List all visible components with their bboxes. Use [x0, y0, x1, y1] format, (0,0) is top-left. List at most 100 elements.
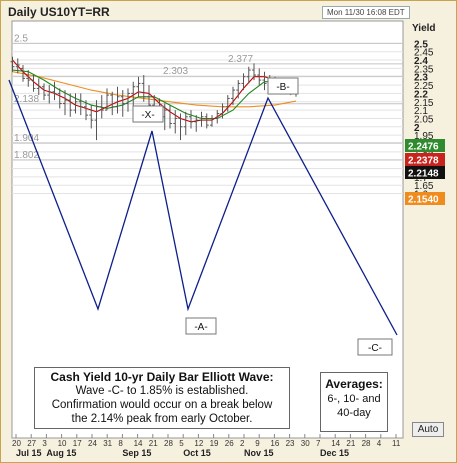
x-tick-label: 12	[194, 439, 203, 448]
x-tick-label: 14	[134, 439, 143, 448]
ohlc-bar	[178, 113, 183, 141]
y-tick-label: 1.95	[414, 131, 434, 142]
ohlc-bar	[110, 91, 115, 116]
price-tag	[405, 139, 445, 152]
x-tick-label: 8	[118, 439, 123, 448]
ohlc-bar	[63, 90, 67, 116]
x-tick-label: 23	[286, 439, 295, 448]
ohlc-bar	[21, 65, 25, 82]
x-month-label: Nov 15	[244, 448, 274, 458]
y-tick-label: 2.35	[414, 64, 434, 75]
x-tick-label: 7	[316, 439, 321, 448]
ohlc-bar	[168, 105, 172, 129]
x-month-label: Aug 15	[46, 448, 76, 458]
ohlc-bar	[236, 80, 241, 99]
price-tag-label: 2.1540	[408, 195, 439, 206]
ohlc-bar	[189, 110, 193, 129]
y-tick-label: 2.45	[414, 48, 434, 59]
y-axis-label: Yield	[412, 23, 436, 34]
y-tick-label: 2.25	[414, 81, 434, 92]
timestamp-label: Mon 11/30 16:08 EDT	[322, 6, 410, 19]
x-month-label: Jul 15	[16, 448, 42, 458]
price-tag-label: 2.2378	[408, 156, 439, 167]
commentary-heading: Cash Yield 10-yr Daily Bar Elliott Wave:	[50, 370, 274, 384]
ohlc-bar	[115, 86, 120, 114]
x-tick-label: 3	[42, 439, 47, 448]
ohlc-bar	[52, 81, 57, 101]
elliott-wave-path	[8, 79, 398, 336]
averages-line-1: 6-, 10- and	[327, 393, 381, 405]
y-tick-label: 2.15	[414, 98, 434, 109]
price-tag	[405, 153, 445, 166]
x-month-label: Oct 15	[183, 448, 211, 458]
commentary-line-2: Confirmation would occur on a break belo…	[51, 399, 273, 411]
ohlc-bar	[120, 90, 125, 117]
wave-label: -C-	[368, 343, 382, 354]
ohlc-bar	[194, 115, 199, 132]
wave-label-box	[357, 338, 393, 356]
wave-label: -B-	[276, 82, 289, 93]
averages-line-2: 40-day	[337, 407, 371, 419]
y-tick-label: 2.05	[414, 114, 434, 125]
x-tick-label: 4	[377, 439, 382, 448]
reference-level-label: 1.802	[14, 150, 39, 161]
ohlc-bar	[89, 105, 94, 129]
ohlc-bar	[252, 63, 256, 81]
x-tick-label: 5	[179, 439, 184, 448]
ohlc-bar	[105, 88, 109, 111]
ohlc-bar	[210, 115, 214, 127]
auto-scale-button[interactable]: Auto	[412, 422, 444, 437]
x-tick-label: 20	[12, 439, 21, 448]
x-tick-label: 26	[225, 439, 234, 448]
ohlc-bar	[73, 93, 78, 114]
y-tick-label: 1.65	[414, 181, 434, 192]
x-tick-label: 19	[210, 439, 219, 448]
x-tick-label: 17	[73, 439, 82, 448]
commentary-box: Cash Yield 10-yr Daily Bar Elliott Wave:…	[34, 367, 290, 429]
ohlc-bar	[94, 100, 99, 141]
reference-level-label: 2.138	[14, 94, 39, 105]
y-tick-label: 2.2	[414, 89, 428, 100]
ohlc-bar	[57, 88, 62, 109]
y-tick-label: 2.3	[414, 73, 428, 84]
ohlc-bar	[26, 70, 31, 87]
ohlc-bar	[68, 93, 73, 117]
x-tick-label: 28	[362, 439, 371, 448]
y-tick-label: 2	[414, 123, 420, 134]
x-tick-label: 14	[331, 439, 340, 448]
x-tick-label: 16	[270, 439, 279, 448]
ohlc-bar	[215, 110, 220, 124]
wave-label: -X-	[141, 110, 154, 121]
ohlc-bar	[231, 86, 235, 106]
x-tick-label: 24	[88, 439, 97, 448]
x-tick-label: 9	[255, 439, 260, 448]
price-tag	[405, 166, 445, 179]
price-tag-label: 2.2476	[408, 142, 439, 153]
reference-level-label: 2.5	[14, 33, 28, 44]
commentary-line-3: the 2.14% peak from early October.	[71, 413, 253, 425]
ohlc-bar	[246, 66, 251, 84]
x-month-label: Sep 15	[122, 448, 151, 458]
x-tick-label: 2	[240, 439, 245, 448]
x-tick-label: 28	[164, 439, 173, 448]
ohlc-bar	[42, 83, 46, 101]
y-tick-label: 2.1	[414, 106, 428, 117]
ohlc-bar	[136, 76, 141, 97]
reference-level-label: 2.377	[228, 54, 253, 65]
x-tick-label: 30	[301, 439, 310, 448]
ohlc-bar	[36, 78, 41, 96]
wave-label-box	[185, 317, 217, 335]
ohlc-bar	[199, 111, 204, 127]
ma40-line	[12, 71, 297, 108]
reference-level-label: 1.904	[14, 133, 39, 144]
ohlc-bar	[47, 85, 52, 104]
ohlc-bar	[204, 113, 209, 129]
ohlc-bar	[15, 58, 20, 74]
x-tick-label: 27	[27, 439, 36, 448]
ohlc-bar	[257, 68, 262, 86]
price-tag-label: 2.2148	[408, 169, 439, 180]
price-tag	[405, 192, 445, 205]
x-tick-label: 21	[346, 439, 355, 448]
ohlc-bar	[183, 111, 188, 136]
wave-label: -A-	[194, 322, 207, 333]
